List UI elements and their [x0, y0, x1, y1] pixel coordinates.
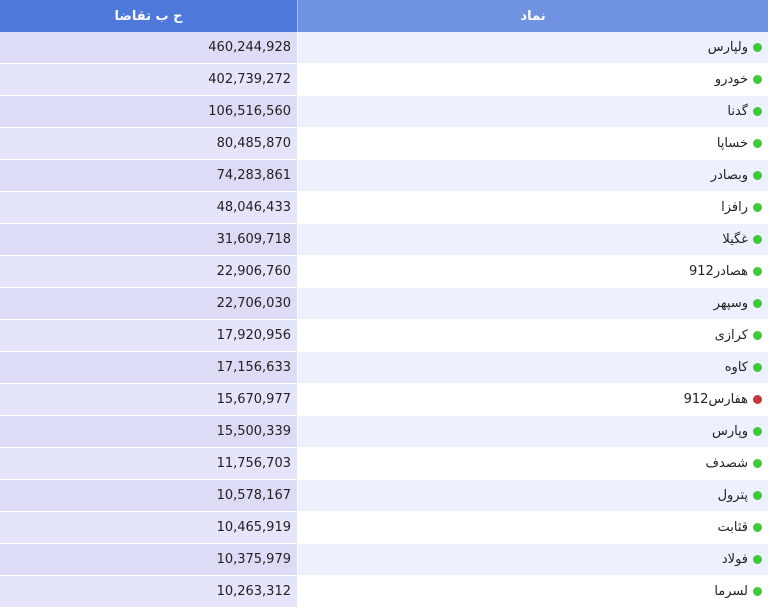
demand-volume-cell: 10,578,167: [0, 480, 298, 512]
demand-volume-cell: 10,263,312: [0, 576, 298, 608]
status-dot-icon: [753, 75, 762, 84]
symbol-cell[interactable]: کرازی: [298, 320, 768, 352]
demand-volume-cell: 460,244,928: [0, 32, 298, 64]
symbol-label[interactable]: شصدف: [705, 456, 748, 471]
symbol-label[interactable]: وسپهر: [713, 296, 748, 311]
demand-volume-cell: 80,485,870: [0, 128, 298, 160]
symbol-cell[interactable]: پترول: [298, 480, 768, 512]
symbol-cell[interactable]: لسرما: [298, 576, 768, 608]
column-header-demand-volume-label: ح ب تقاضا: [114, 8, 183, 24]
demand-volume-cell: 11,756,703: [0, 448, 298, 480]
status-dot-icon: [753, 203, 762, 212]
status-dot-icon: [753, 459, 762, 468]
status-dot-icon: [753, 235, 762, 244]
demand-volume-cell: 17,156,633: [0, 352, 298, 384]
symbol-cell[interactable]: شصدف: [298, 448, 768, 480]
status-dot-icon: [753, 587, 762, 596]
status-dot-icon: [753, 331, 762, 340]
demand-volume-cell: 22,706,030: [0, 288, 298, 320]
status-dot-icon: [753, 555, 762, 564]
status-dot-icon: [753, 267, 762, 276]
status-dot-icon: [753, 523, 762, 532]
symbol-label[interactable]: فولاد: [721, 552, 748, 567]
column-header-demand-volume[interactable]: ح ب تقاضا: [0, 0, 298, 32]
status-dot-icon: [753, 139, 762, 148]
symbol-label[interactable]: گدنا: [727, 104, 748, 119]
symbol-label[interactable]: کرازی: [714, 328, 748, 343]
symbol-cell[interactable]: وپارس: [298, 416, 768, 448]
symbol-cell[interactable]: قثابت: [298, 512, 768, 544]
status-dot-icon: [753, 427, 762, 436]
status-dot-icon: [753, 107, 762, 116]
symbol-label[interactable]: کاوه: [724, 360, 748, 375]
status-dot-icon: [753, 363, 762, 372]
demand-volume-cell: 22,906,760: [0, 256, 298, 288]
status-dot-icon: [753, 491, 762, 500]
demand-volume-cell: 15,670,977: [0, 384, 298, 416]
symbol-label[interactable]: خساپا: [716, 136, 748, 151]
demand-volume-cell: 15,500,339: [0, 416, 298, 448]
symbol-cell[interactable]: وبصادر: [298, 160, 768, 192]
symbol-cell[interactable]: فولاد: [298, 544, 768, 576]
symbol-label[interactable]: هصادر912: [689, 264, 748, 279]
symbol-label[interactable]: خودرو: [714, 72, 748, 87]
status-dot-icon: [753, 43, 762, 52]
demand-volume-cell: 74,283,861: [0, 160, 298, 192]
status-dot-icon: [753, 299, 762, 308]
symbol-cell[interactable]: کاوه: [298, 352, 768, 384]
symbol-label[interactable]: غگیلا: [722, 232, 748, 247]
status-dot-icon: [753, 171, 762, 180]
symbol-cell[interactable]: وسپهر: [298, 288, 768, 320]
symbol-cell[interactable]: ولپارس: [298, 32, 768, 64]
symbol-label[interactable]: وبصادر: [710, 168, 748, 183]
demand-volume-cell: 10,375,979: [0, 544, 298, 576]
demand-volume-cell: 10,465,919: [0, 512, 298, 544]
demand-volume-cell: 402,739,272: [0, 64, 298, 96]
symbol-cell[interactable]: هفارس912: [298, 384, 768, 416]
symbol-cell[interactable]: رافزا: [298, 192, 768, 224]
demand-volume-cell: 17,920,956: [0, 320, 298, 352]
symbol-label[interactable]: رافزا: [721, 200, 748, 215]
symbol-label[interactable]: وپارس: [711, 424, 748, 439]
status-dot-icon: [753, 395, 762, 404]
symbol-cell[interactable]: خودرو: [298, 64, 768, 96]
symbol-label[interactable]: قثابت: [717, 520, 748, 535]
symbol-cell[interactable]: هصادر912: [298, 256, 768, 288]
symbol-cell[interactable]: غگیلا: [298, 224, 768, 256]
symbol-cell[interactable]: گدنا: [298, 96, 768, 128]
column-header-symbol-label: نماد: [520, 8, 546, 24]
symbol-label[interactable]: لسرما: [714, 584, 748, 599]
demand-volume-cell: 48,046,433: [0, 192, 298, 224]
symbol-cell[interactable]: خساپا: [298, 128, 768, 160]
demand-volume-cell: 106,516,560: [0, 96, 298, 128]
symbol-label[interactable]: پترول: [717, 488, 748, 503]
symbol-label[interactable]: هفارس912: [683, 392, 748, 407]
demand-volume-cell: 31,609,718: [0, 224, 298, 256]
symbol-label[interactable]: ولپارس: [707, 40, 748, 55]
column-header-symbol[interactable]: نماد: [298, 0, 768, 32]
